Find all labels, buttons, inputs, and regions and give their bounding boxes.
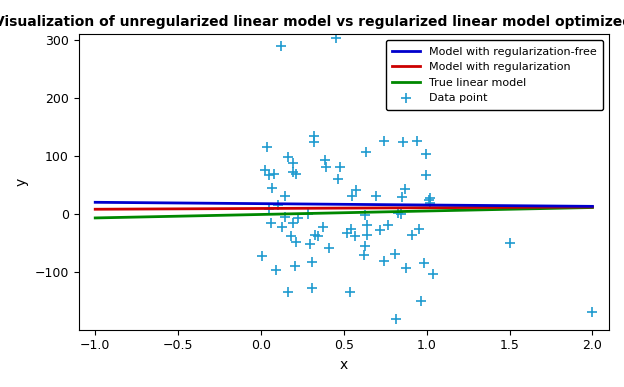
Data point	[346, 289, 356, 295]
Data point	[351, 187, 361, 194]
Data point	[392, 210, 402, 216]
Data point	[421, 151, 431, 157]
Data point	[505, 240, 515, 246]
Data point	[266, 220, 276, 226]
Data point	[348, 193, 358, 199]
Data point	[383, 222, 393, 228]
Data point	[280, 214, 290, 220]
Data point	[379, 137, 389, 144]
Data point	[379, 258, 389, 264]
Data point	[425, 200, 435, 206]
Data point	[414, 226, 424, 232]
Data point	[335, 164, 345, 170]
Data point	[416, 298, 426, 304]
Data point	[291, 239, 301, 245]
Data point	[288, 160, 298, 166]
Data point	[273, 202, 283, 208]
Data point	[401, 265, 411, 271]
Data point	[293, 215, 303, 221]
Data point	[305, 241, 315, 247]
Data point	[291, 171, 301, 177]
Data point	[397, 194, 407, 200]
Data point	[361, 149, 371, 156]
Data point	[281, 193, 291, 199]
Data point	[398, 139, 408, 145]
Data point	[360, 212, 370, 218]
Data point	[264, 205, 274, 212]
Data point	[362, 222, 372, 228]
Data point	[391, 316, 401, 322]
Data point	[427, 271, 437, 277]
Data point	[587, 309, 597, 315]
Data point	[262, 144, 272, 151]
Y-axis label: y: y	[15, 178, 29, 186]
Data point	[267, 185, 277, 191]
X-axis label: x: x	[339, 358, 348, 372]
Data point	[333, 176, 343, 182]
Data point	[257, 253, 267, 259]
Data point	[303, 211, 313, 217]
Data point	[419, 260, 429, 266]
Data point	[324, 245, 334, 251]
Data point	[271, 267, 281, 273]
Data point	[319, 156, 329, 163]
Data point	[318, 224, 328, 231]
Data point	[313, 233, 323, 240]
Data point	[396, 211, 406, 217]
Data point	[309, 133, 319, 139]
Data point	[351, 233, 361, 239]
Data point	[260, 167, 270, 173]
Data point	[342, 230, 352, 236]
Data point	[359, 252, 369, 258]
Data point	[277, 224, 287, 230]
Title: Visualization of unregularized linear model vs regularized linear model optimize: Visualization of unregularized linear mo…	[0, 15, 624, 29]
Data point	[424, 197, 434, 204]
Data point	[276, 43, 286, 49]
Data point	[375, 227, 385, 233]
Data point	[283, 289, 293, 296]
Data point	[331, 35, 341, 41]
Data point	[346, 226, 356, 232]
Data point	[310, 231, 320, 238]
Data point	[288, 219, 298, 226]
Data point	[309, 139, 319, 146]
Data point	[306, 259, 316, 265]
Data point	[307, 285, 317, 291]
Data point	[391, 251, 401, 257]
Data point	[400, 186, 410, 192]
Data point	[397, 55, 407, 61]
Legend: Model with regularization-free, Model with regularization, True linear model, Da: Model with regularization-free, Model wi…	[386, 40, 603, 110]
Data point	[301, 349, 311, 355]
Data point	[283, 154, 293, 160]
Data point	[412, 138, 422, 144]
Data point	[290, 262, 300, 269]
Data point	[421, 171, 431, 178]
Data point	[321, 164, 331, 170]
Data point	[269, 171, 279, 177]
Data point	[371, 193, 381, 199]
Data point	[264, 172, 274, 178]
Data point	[425, 195, 435, 202]
Data point	[286, 233, 296, 239]
Data point	[288, 170, 298, 176]
Data point	[407, 232, 417, 238]
Data point	[360, 243, 370, 250]
Data point	[363, 231, 373, 238]
